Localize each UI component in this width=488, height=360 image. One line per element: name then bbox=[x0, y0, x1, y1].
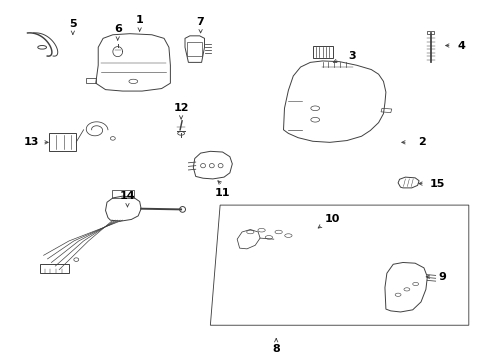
Bar bbox=[312, 45, 332, 58]
Bar bbox=[427, 31, 433, 35]
Text: 8: 8 bbox=[272, 344, 280, 354]
Text: 15: 15 bbox=[428, 179, 444, 189]
Text: 13: 13 bbox=[23, 138, 39, 147]
Text: 11: 11 bbox=[214, 188, 230, 198]
Bar bbox=[49, 134, 76, 150]
Text: 3: 3 bbox=[347, 51, 355, 61]
Text: 14: 14 bbox=[120, 191, 135, 201]
Bar bbox=[40, 264, 69, 273]
Text: 4: 4 bbox=[457, 41, 465, 50]
Text: 5: 5 bbox=[69, 19, 77, 29]
Bar bbox=[112, 190, 134, 198]
Text: 10: 10 bbox=[324, 215, 339, 224]
Text: 7: 7 bbox=[196, 17, 204, 27]
Text: 6: 6 bbox=[114, 24, 122, 35]
Text: 2: 2 bbox=[418, 138, 426, 147]
Text: 9: 9 bbox=[437, 272, 445, 282]
Text: 12: 12 bbox=[173, 103, 188, 113]
Bar bbox=[187, 42, 202, 56]
Text: 1: 1 bbox=[136, 15, 143, 26]
